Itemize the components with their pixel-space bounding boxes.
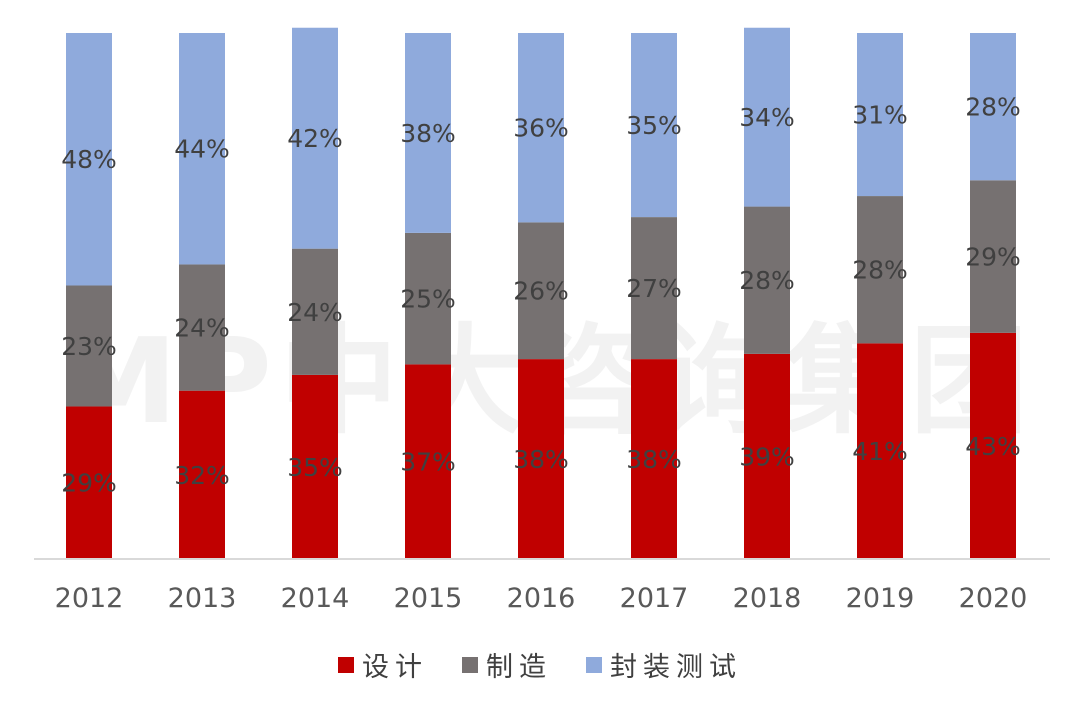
data-label-manufacturing-2012: 23% — [61, 332, 117, 361]
bar-packaging-2018 — [744, 27, 790, 207]
data-label-packaging-2014: 42% — [287, 124, 343, 153]
bar-design-2017 — [631, 359, 677, 559]
x-tick-label-2017: 2017 — [620, 583, 689, 614]
legend-label-design: 设计 — [362, 652, 428, 683]
legend-swatch-packaging — [586, 656, 602, 673]
legend: 设计 制造 封装测试 — [0, 645, 1080, 684]
data-label-design-2019: 41% — [852, 437, 908, 466]
data-label-manufacturing-2016: 26% — [513, 277, 569, 306]
bar-manufacturing-2015 — [405, 232, 451, 365]
legend-item-packaging: 封装测试 — [586, 645, 742, 684]
legend-label-packaging: 封装测试 — [610, 652, 742, 683]
bar-design-2018 — [744, 353, 790, 559]
bar-design-2014 — [292, 374, 338, 559]
data-label-manufacturing-2015: 25% — [400, 285, 456, 314]
bar-packaging-2014 — [292, 27, 338, 249]
legend-item-manufacturing: 制造 — [462, 645, 552, 684]
legend-label-manufacturing: 制造 — [486, 652, 552, 683]
data-label-design-2015: 37% — [400, 448, 456, 477]
data-label-manufacturing-2014: 24% — [287, 298, 343, 327]
x-tick-label-2013: 2013 — [168, 583, 237, 614]
data-label-manufacturing-2019: 28% — [852, 256, 908, 285]
bar-manufacturing-2017 — [631, 217, 677, 360]
data-label-manufacturing-2020: 29% — [965, 243, 1021, 272]
data-label-design-2014: 35% — [287, 453, 343, 482]
bar-design-2015 — [405, 364, 451, 559]
data-label-design-2017: 38% — [626, 445, 682, 474]
bar-packaging-2015 — [405, 33, 451, 233]
bar-manufacturing-2020 — [970, 180, 1016, 333]
x-tick-label-2018: 2018 — [733, 583, 802, 614]
bar-packaging-2020 — [970, 33, 1016, 181]
bar-manufacturing-2016 — [518, 222, 564, 360]
data-label-packaging-2019: 31% — [852, 101, 908, 130]
bar-manufacturing-2013 — [179, 264, 225, 391]
bar-packaging-2013 — [179, 33, 225, 265]
data-label-design-2016: 38% — [513, 445, 569, 474]
data-label-manufacturing-2017: 27% — [626, 274, 682, 303]
bar-manufacturing-2012 — [66, 285, 112, 407]
legend-item-design: 设计 — [338, 645, 428, 684]
bar-design-2020 — [970, 332, 1016, 559]
data-label-design-2012: 29% — [61, 469, 117, 498]
x-tick-label-2020: 2020 — [959, 583, 1028, 614]
data-label-design-2013: 32% — [174, 461, 230, 490]
bar-design-2016 — [518, 359, 564, 559]
bar-manufacturing-2014 — [292, 248, 338, 375]
bar-design-2019 — [857, 343, 903, 559]
data-label-manufacturing-2018: 28% — [739, 266, 795, 295]
x-tick-label-2014: 2014 — [281, 583, 350, 614]
bar-design-2013 — [179, 390, 225, 559]
bar-packaging-2017 — [631, 33, 677, 218]
bar-manufacturing-2019 — [857, 196, 903, 344]
legend-swatch-design — [338, 656, 354, 673]
bar-design-2012 — [66, 406, 112, 559]
data-labels-layer: 29% 23% 48% 32% 24% 44% 35% 24% 42% 37% 25% 38% 38% 2… — [61, 93, 1021, 498]
bar-manufacturing-2018 — [744, 206, 790, 354]
bar-packaging-2012 — [66, 33, 112, 286]
x-tick-label-2015: 2015 — [394, 583, 463, 614]
x-tick-labels: 2012 2013 2014 2015 2016 2017 2018 2019 2020 — [55, 583, 1028, 614]
data-label-packaging-2016: 36% — [513, 114, 569, 143]
data-label-packaging-2018: 34% — [739, 103, 795, 132]
bar-packaging-2019 — [857, 33, 903, 197]
data-label-packaging-2012: 48% — [61, 145, 117, 174]
bar-packaging-2016 — [518, 33, 564, 223]
data-label-packaging-2017: 35% — [626, 111, 682, 140]
x-tick-label-2019: 2019 — [846, 583, 915, 614]
data-label-packaging-2013: 44% — [174, 135, 230, 164]
legend-swatch-manufacturing — [462, 656, 478, 673]
data-label-packaging-2015: 38% — [400, 119, 456, 148]
x-tick-label-2016: 2016 — [507, 583, 576, 614]
bars-layer — [66, 27, 1016, 559]
x-tick-label-2012: 2012 — [55, 583, 124, 614]
data-label-manufacturing-2013: 24% — [174, 314, 230, 343]
data-label-design-2020: 43% — [965, 432, 1021, 461]
data-label-design-2018: 39% — [739, 442, 795, 471]
data-label-packaging-2020: 28% — [965, 93, 1021, 122]
